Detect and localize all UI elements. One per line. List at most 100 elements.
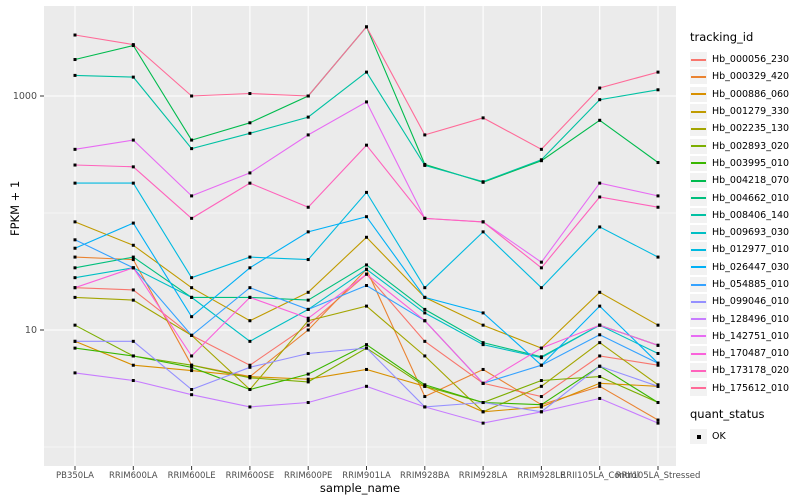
data-point [306,323,310,327]
data-point [190,333,194,337]
data-point [539,266,543,270]
data-point [306,133,310,137]
quant-status-items: OK [690,428,798,445]
data-point [306,290,310,294]
data-point [73,147,77,151]
data-point [248,266,252,270]
data-point [131,75,135,79]
data-point [481,230,485,234]
data-point [423,295,427,299]
legend-label: Hb_054885_010 [712,279,790,290]
x-tick-label: RRIM928LE [517,471,565,481]
legend-title-quant-status: quant_status [690,406,765,421]
data-point [365,100,368,104]
data-point [539,363,543,367]
series-color-line [691,300,706,303]
series-color-line [691,369,706,372]
data-point [73,323,77,327]
x-tick-label: RRIM600SE [226,471,275,481]
data-point [481,343,485,347]
legend-item: Hb_001279_330 [690,103,798,120]
data-point [598,86,602,90]
data-point [656,361,660,365]
data-point [248,121,252,125]
series-color-line [691,93,706,96]
data-point [248,365,252,369]
quant-status-label: OK [712,431,726,443]
legend-title-tracking-id: tracking_id [690,30,754,44]
data-point [248,376,252,380]
legend-key-line-icon [690,294,707,310]
data-point [598,290,602,294]
data-point [131,43,135,47]
data-point [423,383,427,387]
legend-item: Hb_099046_010 [690,293,798,310]
legend-label: Hb_173178_020 [712,365,790,377]
data-point [248,131,252,135]
data-point [73,286,77,290]
legend: tracking_id Hb_000056_230 Hb_000329_420 Hb… [690,30,798,445]
quant-status-legend: quant_status OK [690,407,798,445]
legend-key-line-icon [690,138,707,154]
quant-point-square [696,434,701,439]
data-point [539,395,543,399]
data-point [365,235,368,239]
data-point [539,356,543,360]
data-point [131,181,135,185]
data-point [365,190,368,194]
series-color-line [691,162,706,165]
quant-status-item: OK [690,428,798,445]
data-point [131,266,135,270]
x-tick-label: RRII105LA_Control [560,471,639,481]
data-point [248,405,252,409]
legend-label: Hb_099046_010 [712,296,790,308]
series-color-line [691,197,706,200]
series-color-line [691,58,706,61]
data-point [190,295,194,299]
legend-key-line-icon [690,380,707,396]
legend-label: Hb_012977_010 [712,244,790,256]
series-color-line [691,214,706,217]
data-point [598,333,602,337]
data-point [248,92,252,96]
data-point [656,351,660,355]
data-point [131,243,135,247]
legend-label: Hb_004218_070 [712,175,790,187]
data-point [539,405,543,409]
y-tick-label: 1000 [13,91,37,102]
legend-key-line-icon [690,311,707,327]
data-point [306,316,310,320]
data-point [190,194,194,198]
series-color-line [691,145,706,148]
data-point [423,354,427,358]
series-color-line [691,387,706,390]
data-point [539,286,543,290]
data-point [306,319,310,323]
data-point [539,384,543,388]
data-point [190,147,194,151]
data-point [248,363,252,367]
legend-item: Hb_004218_070 [690,172,798,189]
legend-label: Hb_170487_010 [712,348,790,360]
data-point [131,379,135,383]
data-point [423,339,427,343]
data-point [131,258,135,262]
series-color-line [691,75,706,78]
data-point [306,351,310,355]
y-axis-title: FPKM + 1 [8,180,22,236]
data-point [190,354,194,358]
legend-item: Hb_000329_420 [690,68,798,85]
legend-item: Hb_142751_010 [690,328,798,345]
data-point [73,163,77,167]
x-axis-title: sample_name [319,481,401,495]
data-point [423,163,427,167]
data-point [598,354,602,358]
series-color-line [691,335,706,338]
legend-label: Hb_002235_130 [712,123,790,135]
data-point [73,266,77,270]
data-point [365,304,368,308]
data-point [248,339,252,343]
legend-key-line-icon [690,155,707,171]
data-point [248,171,252,175]
